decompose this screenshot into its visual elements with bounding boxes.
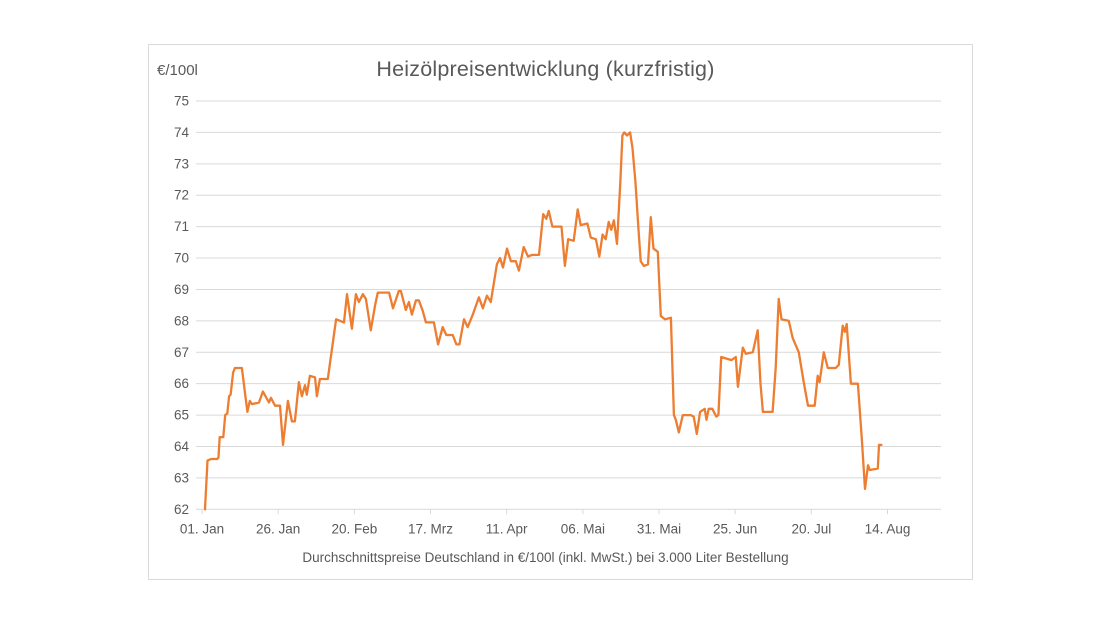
x-tick-label: 06. Mai — [561, 521, 605, 536]
y-tick-label: 66 — [174, 376, 189, 391]
x-tick-label: 31. Mai — [637, 521, 681, 536]
chart-title: Heizölpreisentwicklung (kurzfristig) — [376, 57, 715, 81]
y-tick-label: 62 — [174, 502, 189, 517]
y-tick-label: 75 — [174, 94, 189, 109]
y-tick-label: 74 — [174, 125, 190, 140]
y-tick-label: 65 — [174, 408, 189, 423]
y-tick-label: 68 — [174, 313, 189, 328]
x-tick-label: 01. Jan — [180, 521, 224, 536]
chart-card: 62 63 64 65 66 67 68 69 70 71 72 73 74 75 01. Jan 26. J… — [148, 44, 973, 580]
x-tick-label: 17. Mrz — [408, 521, 453, 536]
y-tick-label: 73 — [174, 156, 189, 171]
y-tick-label: 69 — [174, 282, 189, 297]
price-line-series — [203, 131, 883, 511]
y-tick-label: 63 — [174, 470, 189, 485]
y-tick-label: 70 — [174, 251, 189, 266]
y-tick-label: 71 — [174, 219, 189, 234]
line-chart-plot: 62 63 64 65 66 67 68 69 70 71 72 73 74 75 01. Jan 26. J… — [174, 94, 941, 536]
x-tick-label: 20. Jul — [791, 521, 831, 536]
y-tick-label: 64 — [174, 439, 190, 454]
x-tick-label: 11. Apr — [486, 521, 528, 536]
y-axis-unit-label: €/100l — [157, 62, 198, 79]
x-tick-label: 20. Feb — [331, 521, 377, 536]
x-tick-label: 25. Jun — [713, 521, 757, 536]
y-tick-label: 67 — [174, 345, 189, 360]
y-tick-label: 72 — [174, 188, 189, 203]
x-tick-label: 26. Jan — [256, 521, 300, 536]
x-tick-label: 14. Aug — [865, 521, 911, 536]
chart-footnote: Durchschnittspreise Deutschland in €/100… — [302, 550, 789, 565]
